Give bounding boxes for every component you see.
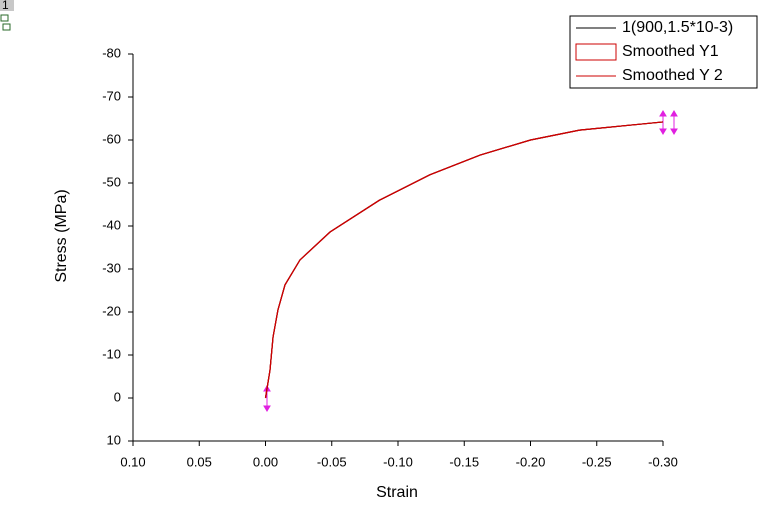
y-tick-label: 0 [114,389,121,404]
layer-label: 1 [2,0,9,12]
legend-label: 1(900,1.5*10-3) [622,19,733,36]
series-line [264,121,664,399]
y-tick-label: -30 [102,260,121,275]
x-tick-label: -0.30 [648,454,678,469]
y-axis-title: Stress (MPa) [53,189,70,282]
x-tick-label: 0.05 [187,454,212,469]
x-tick-label: -0.25 [582,454,612,469]
x-tick-label: -0.05 [317,454,347,469]
x-tick-label: -0.10 [383,454,413,469]
legend-swatch [575,43,617,61]
x-tick-label: -0.20 [516,454,546,469]
legend-label: Smoothed Y1 [622,43,719,60]
y-tick-label: -10 [102,346,121,361]
y-tick-label: -80 [102,45,121,60]
legend-label: Smoothed Y 2 [622,67,723,84]
y-tick-label: -60 [102,131,121,146]
series-line [264,121,664,399]
layer-badge [0,0,14,11]
x-axis-title: Strain [376,484,418,501]
end-markers [263,110,678,412]
y-tick-label: -50 [102,174,121,189]
y-tick-label: 10 [107,432,121,447]
y-tick-label: -70 [102,88,121,103]
x-tick-label: 0.00 [253,454,278,469]
y-tick-label: -40 [102,217,121,232]
series-line [264,121,664,399]
x-tick-label: 0.10 [120,454,145,469]
layer-icon [0,14,11,31]
y-tick-label: -20 [102,303,121,318]
x-tick-label: -0.15 [449,454,479,469]
legend: 1(900,1.5*10-3) Smoothed Y1 Smoothed Y 2 [569,15,758,89]
